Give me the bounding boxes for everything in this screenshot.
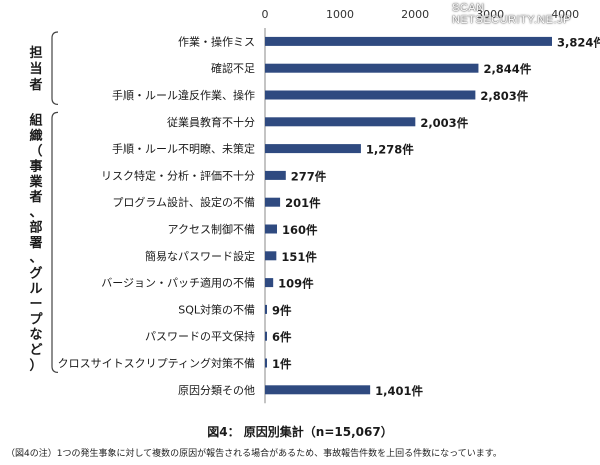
x-tick-label: 0: [262, 8, 269, 21]
group-label: 担当者: [28, 45, 42, 93]
figure-note: （図4の注）1つの発生事象に対して複数の原因が報告される場合があるため、事故報告…: [6, 449, 502, 459]
bar: [265, 224, 278, 234]
x-tick-label: 1000: [326, 8, 354, 21]
bar: [265, 90, 476, 100]
category-label: パスワードの平文保持: [145, 329, 255, 343]
bar: [265, 331, 267, 341]
bar: [265, 358, 267, 368]
data-label: 277件: [291, 169, 327, 183]
bar: [265, 278, 274, 288]
category-label: SQL対策の不備: [178, 302, 255, 316]
x-tick-label: 4000: [551, 8, 579, 21]
category-label: プログラム設計、設定の不備: [112, 195, 255, 209]
bar: [265, 63, 479, 73]
data-label: 160件: [282, 223, 318, 237]
data-label: 1,278件: [366, 143, 414, 157]
category-label: 手順・ルール不明瞭、未策定: [112, 142, 255, 156]
data-label: 151件: [281, 250, 317, 264]
category-label: 原因分類その他: [178, 384, 255, 397]
data-label: 3,824件: [557, 35, 600, 49]
category-label: バージョン・パッチ適用の不備: [101, 276, 255, 290]
data-label: 2,803件: [480, 89, 528, 103]
category-label: 簡易なパスワード設定: [145, 249, 255, 263]
data-label: 6件: [272, 330, 292, 344]
data-label: 1,401件: [375, 384, 423, 398]
bar: [265, 304, 267, 314]
group-bracket: [51, 111, 59, 373]
category-label: 従業員教育不十分: [167, 115, 255, 129]
data-label: 9件: [272, 303, 292, 317]
x-tick-label: 2000: [401, 8, 429, 21]
category-label: アクセス制御不備: [168, 222, 255, 236]
group-bracket: [51, 31, 59, 105]
bar: [265, 36, 552, 46]
bar: [265, 197, 281, 207]
data-label: 1件: [272, 357, 292, 371]
figure-caption: 図4： 原因別集計（n=15,067）: [207, 425, 393, 439]
data-label: 2,844件: [483, 62, 531, 76]
category-label: クロスサイトスクリプティング対策不備: [58, 356, 255, 370]
group-label: 組織（事業者、部署、グループなど）: [28, 113, 43, 374]
category-label: 確認不足: [211, 61, 255, 75]
bar: [265, 251, 277, 261]
category-label: 手順・ルール違反作業、操作: [112, 88, 255, 102]
bar: [265, 117, 416, 127]
x-tick-label: 3000: [476, 8, 504, 21]
bar: [265, 385, 371, 395]
bar: [265, 170, 286, 180]
category-label: リスク特定・分析・評価不十分: [101, 168, 255, 182]
watermark: SCAN NETSECURITY.NE.JP: [452, 2, 571, 26]
data-label: 2,003件: [420, 116, 468, 130]
category-label: 作業・操作ミス: [178, 34, 255, 48]
data-label: 201件: [285, 196, 321, 210]
bar: [265, 144, 361, 154]
data-label: 109件: [278, 277, 314, 291]
